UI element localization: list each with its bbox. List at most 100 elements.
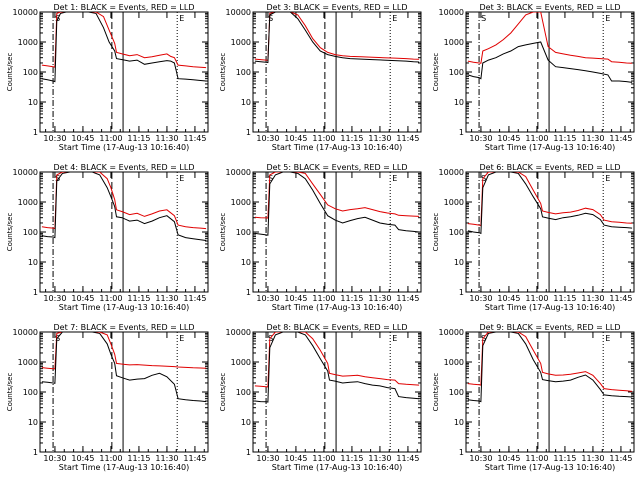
x-tick-label: 10:45 [71, 134, 94, 143]
y-tick-label: 10 [454, 98, 464, 107]
x-tick-label: 11:45 [183, 294, 206, 303]
y-tick-label: 10000 [226, 8, 251, 17]
y-tick-label: 1000 [18, 198, 38, 207]
y-tick-label: 1 [33, 288, 38, 297]
x-tick-label: 10:45 [71, 454, 94, 463]
y-tick-label: 10000 [13, 8, 38, 17]
x-tick-label: 10:45 [284, 294, 307, 303]
x-axis-label: Start Time (17-Aug-13 10:16:40) [485, 303, 616, 312]
x-axis-label: Start Time (17-Aug-13 10:16:40) [59, 303, 190, 312]
panel-title: Det 9: BLACK = Events, RED = LLD [480, 323, 621, 332]
event-marker-label: S [481, 14, 486, 23]
y-tick-label: 100 [449, 228, 464, 237]
panel-title: Det 3: BLACK = Events, RED = LLD [480, 3, 621, 12]
y-tick-label: 10000 [439, 8, 464, 17]
events-series-line [467, 172, 633, 235]
y-tick-label: 10 [241, 258, 251, 267]
panel-title: Det 7: BLACK = Events, RED = LLD [54, 323, 195, 332]
x-tick-label: 10:45 [71, 294, 94, 303]
lld-series-line [254, 332, 420, 388]
y-tick-label: 10000 [13, 328, 38, 337]
y-tick-label: 10 [28, 418, 38, 427]
x-axis-label: Start Time (17-Aug-13 10:16:40) [272, 303, 403, 312]
lld-series-line [41, 332, 207, 370]
x-tick-label: 10:45 [284, 454, 307, 463]
x-axis-label: Start Time (17-Aug-13 10:16:40) [485, 143, 616, 152]
x-tick-label: 11:00 [525, 454, 548, 463]
events-series-line [467, 41, 633, 83]
plot-frame [465, 331, 635, 453]
y-axis-label: Counts/sec [219, 373, 227, 412]
y-tick-label: 1000 [231, 198, 251, 207]
panel-title: Det 3: BLACK = Events, RED = LLD [267, 3, 408, 12]
x-tick-label: 10:30 [256, 134, 279, 143]
x-tick-label: 10:30 [469, 454, 492, 463]
x-tick-label: 10:30 [256, 454, 279, 463]
x-tick-label: 11:00 [312, 294, 335, 303]
y-tick-label: 10000 [439, 168, 464, 177]
x-tick-label: 10:30 [43, 294, 66, 303]
lld-series-line [254, 172, 420, 219]
panel-title: Det 4: BLACK = Events, RED = LLD [54, 163, 195, 172]
event-marker-label: E [392, 334, 397, 343]
y-tick-label: 100 [23, 388, 38, 397]
x-tick-label: 11:45 [183, 134, 206, 143]
y-tick-label: 10000 [13, 168, 38, 177]
x-tick-label: 11:15 [553, 134, 576, 143]
y-tick-label: 100 [236, 228, 251, 237]
x-tick-label: 10:30 [469, 134, 492, 143]
y-tick-label: 1 [33, 128, 38, 137]
lld-series-line [467, 12, 633, 64]
y-tick-label: 10 [454, 418, 464, 427]
events-series-line [254, 12, 420, 64]
x-tick-label: 10:45 [497, 134, 520, 143]
event-marker-label: S [268, 14, 273, 23]
panel-7: Det 7: BLACK = Events, RED = LLD 1 10 100 10… [6, 323, 209, 472]
y-tick-label: 100 [23, 228, 38, 237]
event-marker-label: E [392, 174, 397, 183]
y-tick-label: 100 [236, 388, 251, 397]
plot-frame [465, 171, 635, 293]
x-tick-label: 11:30 [368, 454, 391, 463]
y-tick-label: 1000 [444, 198, 464, 207]
x-tick-label: 11:45 [609, 294, 632, 303]
panel-5: Det 5: BLACK = Events, RED = LLD 1 10 100 10… [219, 163, 422, 312]
x-tick-label: 11:45 [609, 134, 632, 143]
event-marker-label: S [55, 174, 60, 183]
y-tick-label: 1000 [18, 358, 38, 367]
x-tick-label: 10:30 [469, 294, 492, 303]
y-tick-label: 1000 [231, 358, 251, 367]
x-axis-label: Start Time (17-Aug-13 10:16:40) [272, 143, 403, 152]
panel-4: Det 4: BLACK = Events, RED = LLD 1 10 100 10… [6, 163, 209, 312]
lld-series-line [467, 332, 633, 392]
y-tick-label: 10000 [439, 328, 464, 337]
x-tick-label: 11:00 [525, 294, 548, 303]
x-tick-label: 10:30 [256, 294, 279, 303]
x-tick-label: 10:30 [43, 454, 66, 463]
x-tick-label: 11:15 [553, 454, 576, 463]
y-tick-label: 1 [246, 288, 251, 297]
lld-series-line [41, 12, 207, 69]
x-tick-label: 11:15 [340, 454, 363, 463]
event-marker-label: E [392, 14, 397, 23]
event-marker-label: E [605, 174, 610, 183]
x-tick-label: 11:15 [553, 294, 576, 303]
x-tick-label: 11:15 [127, 294, 150, 303]
events-series-line [254, 332, 420, 403]
event-marker-label: S [268, 174, 273, 183]
x-tick-label: 11:45 [183, 454, 206, 463]
plot-frame [252, 171, 422, 293]
y-tick-label: 10 [28, 258, 38, 267]
y-tick-label: 10000 [226, 168, 251, 177]
x-tick-label: 11:00 [312, 134, 335, 143]
x-tick-label: 11:45 [396, 454, 419, 463]
x-tick-label: 11:15 [340, 294, 363, 303]
x-axis-label: Start Time (17-Aug-13 10:16:40) [59, 463, 190, 472]
event-marker-label: E [605, 334, 610, 343]
y-axis-label: Counts/sec [219, 213, 227, 252]
y-tick-label: 100 [449, 388, 464, 397]
y-tick-label: 10000 [226, 328, 251, 337]
x-tick-label: 11:30 [155, 134, 178, 143]
y-axis-label: Counts/sec [432, 53, 440, 92]
x-tick-label: 11:30 [155, 454, 178, 463]
